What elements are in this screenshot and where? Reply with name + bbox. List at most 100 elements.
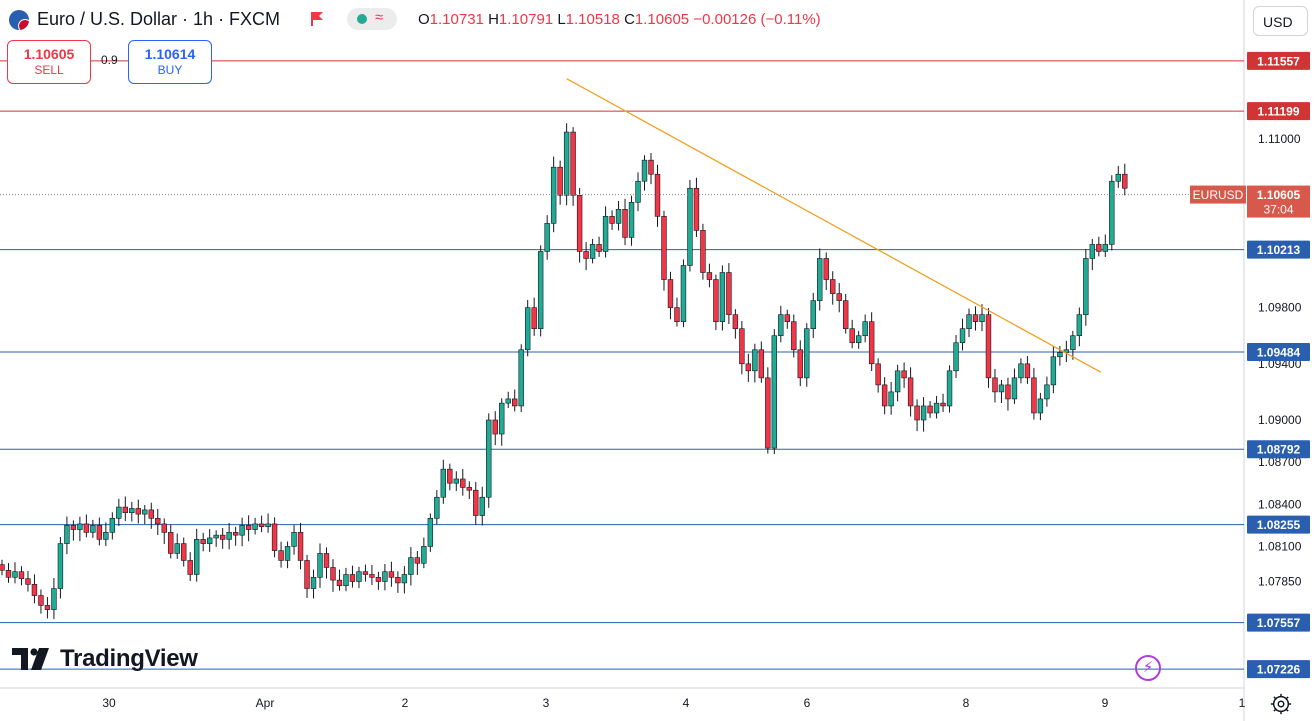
candle-body	[1037, 398, 1044, 414]
candle-body	[1050, 356, 1057, 386]
candle-body	[1018, 363, 1024, 379]
candle-body	[855, 335, 862, 344]
candle-body	[667, 279, 674, 308]
candle-body	[804, 328, 810, 379]
candle-body	[726, 272, 732, 315]
candle-body	[719, 272, 726, 322]
candle-body	[12, 571, 18, 578]
ohlc-close-value: 1.10605	[634, 11, 690, 28]
candle-body	[206, 537, 213, 544]
candle-body	[524, 307, 531, 351]
level-tag-1.11557	[1247, 51, 1310, 70]
candle-body	[330, 567, 336, 581]
candle-body	[557, 166, 563, 196]
plot-area	[0, 0, 1244, 688]
candle-body	[103, 532, 109, 540]
candle-body	[460, 478, 466, 488]
candle-body	[505, 398, 511, 404]
flag-icon[interactable]	[309, 11, 325, 27]
candle-body	[830, 279, 836, 294]
x-tick-label: 6	[804, 696, 811, 710]
candle-body	[687, 187, 693, 266]
tradingview-logo-icon	[12, 648, 49, 670]
candle-body	[927, 405, 933, 414]
candle-body	[920, 405, 927, 421]
candle-body	[713, 279, 719, 322]
candle-body	[310, 577, 317, 589]
settings-gear-icon[interactable]	[1270, 693, 1292, 715]
level-tag-text: 1.08255	[1257, 518, 1301, 532]
level-tag-text: 1.09484	[1257, 346, 1301, 360]
candle-body	[1083, 258, 1089, 315]
flash-icon[interactable]: ⚡	[1135, 655, 1161, 681]
level-tag-1.08792	[1247, 440, 1310, 459]
symbol-title[interactable]: Euro / U.S. Dollar · 1h · FXCM	[37, 9, 281, 29]
candle-body	[615, 209, 622, 224]
candle-body	[486, 419, 492, 498]
tradingview-logo: TradingView	[12, 645, 198, 673]
candle-body	[434, 496, 440, 519]
candle-body	[1057, 352, 1063, 358]
candle-body	[31, 584, 38, 596]
candle-body	[1109, 180, 1115, 245]
buy-button[interactable]: 1.10614 BUY	[128, 40, 212, 84]
candle-body	[1024, 363, 1031, 379]
candle-body	[64, 525, 70, 544]
candle-body	[1102, 244, 1109, 252]
candle-body	[609, 216, 615, 224]
x-tick-label: 30	[102, 696, 116, 710]
candle-body	[998, 384, 1005, 393]
candle-body	[589, 244, 596, 259]
candle-body	[258, 523, 265, 528]
symbol-tag-text: EURUSD	[1193, 188, 1244, 202]
sell-button[interactable]: 1.10605 SELL	[7, 40, 91, 84]
level-tag-text: 1.07226	[1257, 663, 1301, 677]
candle-body	[336, 579, 343, 587]
candle-body	[966, 314, 972, 330]
candle-body	[245, 525, 252, 530]
x-tick-label: 3	[543, 696, 550, 710]
candle-body	[38, 595, 44, 606]
candle-body	[129, 508, 135, 513]
level-tag-1.10213	[1247, 240, 1310, 259]
candle-body	[1070, 335, 1076, 351]
candle-body	[674, 307, 680, 322]
x-tick-label: 8	[963, 696, 970, 710]
candle-body	[83, 523, 90, 533]
y-tick-label: 1.09000	[1258, 413, 1302, 427]
candle-body	[18, 571, 25, 580]
candle-body	[323, 553, 330, 568]
candle-body	[96, 525, 103, 540]
candle-body	[284, 546, 291, 561]
level-tag-1.07226	[1247, 660, 1310, 679]
candles-group	[0, 123, 1128, 620]
candle-body	[142, 509, 148, 515]
chart-header: Euro / U.S. Dollar · 1h · FXCM ≈ O1.1073…	[0, 0, 1244, 40]
candle-body	[596, 244, 602, 252]
candle-body	[252, 523, 258, 530]
candle-body	[680, 265, 687, 322]
market-status-pill[interactable]: ≈	[347, 8, 397, 30]
candle-body	[369, 574, 375, 578]
y-tick-label: 1.08100	[1258, 539, 1302, 553]
candle-body	[1089, 244, 1096, 259]
candle-body	[492, 419, 498, 435]
candle-body	[447, 468, 453, 484]
candle-body	[842, 300, 849, 330]
currency-selector[interactable]: USD	[1253, 6, 1308, 36]
candle-body	[979, 314, 985, 322]
candle-body	[661, 216, 667, 280]
candle-body	[817, 258, 823, 301]
candle-body	[849, 328, 855, 344]
candle-body	[297, 532, 304, 561]
candle-body	[0, 564, 5, 571]
spread-value: 0.9	[101, 53, 118, 67]
candle-body	[382, 571, 388, 582]
candle-body	[512, 398, 518, 407]
ohlc-change: −0.00126 (−0.11%)	[693, 11, 821, 28]
trendline	[566, 78, 1102, 373]
candle-body	[758, 349, 765, 379]
candle-body	[473, 489, 479, 516]
candle-body	[408, 557, 414, 575]
